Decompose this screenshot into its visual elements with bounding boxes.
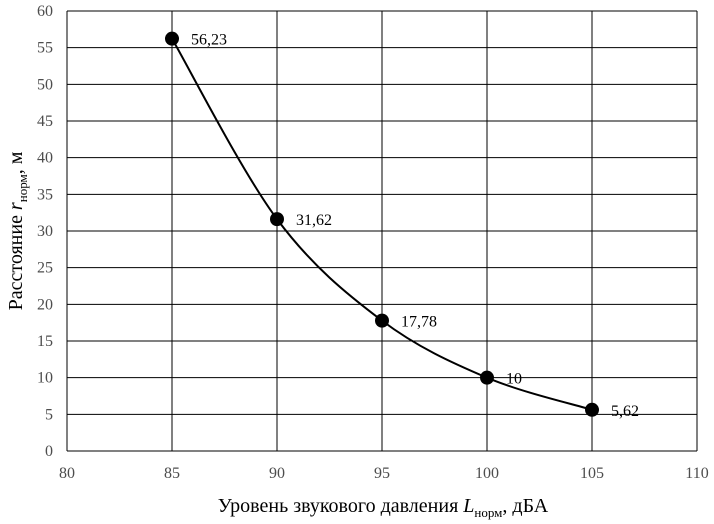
y-tick-label: 55 xyxy=(37,40,53,57)
x-tick-label: 110 xyxy=(685,465,708,482)
x-tick-label: 80 xyxy=(59,465,75,482)
data-label: 5,62 xyxy=(611,403,639,420)
y-tick-label: 20 xyxy=(37,296,53,313)
data-point xyxy=(585,402,599,417)
y-tick-label: 0 xyxy=(45,443,53,460)
x-tick-labels: 80 85 90 95 100 105 110 xyxy=(59,465,709,482)
x-axis-title: Уровень звукового давления Lнорм, дБА xyxy=(218,495,549,520)
x-tick-label: 85 xyxy=(164,465,180,482)
data-point xyxy=(270,212,284,227)
x-tick-label: 105 xyxy=(580,465,604,482)
x-tick-label: 100 xyxy=(475,465,499,482)
y-tick-label: 10 xyxy=(37,370,53,387)
x-tick-label: 90 xyxy=(269,465,285,482)
data-point xyxy=(375,313,389,328)
y-tick-label: 35 xyxy=(37,186,53,203)
data-point xyxy=(165,31,179,46)
y-tick-label: 25 xyxy=(37,260,53,277)
y-tick-label: 60 xyxy=(37,3,53,20)
data-label: 17,78 xyxy=(401,314,437,331)
x-tick-label: 95 xyxy=(374,465,390,482)
y-tick-labels: 0 5 10 15 20 25 30 35 40 45 50 55 60 xyxy=(37,3,53,460)
y-tick-label: 40 xyxy=(37,150,53,167)
y-tick-label: 15 xyxy=(37,333,53,350)
data-label: 31,62 xyxy=(296,212,332,229)
data-points xyxy=(165,31,599,417)
data-labels: 56,23 31,62 17,78 10 5,62 xyxy=(191,32,639,420)
y-tick-label: 30 xyxy=(37,223,53,240)
grid-lines xyxy=(66,10,698,452)
data-point xyxy=(480,370,494,385)
data-label: 56,23 xyxy=(191,32,227,49)
y-tick-label: 5 xyxy=(45,406,53,423)
y-axis-title: Расстояние rнорм, м xyxy=(5,151,30,310)
data-label: 10 xyxy=(506,371,522,388)
series-line xyxy=(171,38,593,411)
y-tick-label: 45 xyxy=(37,113,53,130)
y-tick-label: 50 xyxy=(37,76,53,93)
